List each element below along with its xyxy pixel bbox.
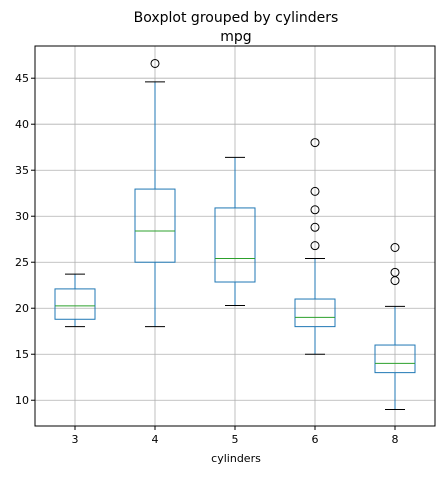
y-tick-label: 45 xyxy=(15,72,29,85)
box-group-6 xyxy=(294,138,336,355)
y-tick-label: 40 xyxy=(15,118,29,131)
box-group-8 xyxy=(374,243,416,410)
y-tick-label: 35 xyxy=(15,164,29,177)
y-tick-label: 20 xyxy=(15,302,29,315)
outlier-point xyxy=(150,58,160,68)
box-iqr xyxy=(294,298,336,328)
x-axis-label: cylinders xyxy=(211,452,261,465)
y-tick-label: 30 xyxy=(15,210,29,223)
outlier-point xyxy=(310,222,320,232)
outlier-point xyxy=(310,241,320,251)
x-tick-label: 3 xyxy=(72,433,79,446)
box-iqr xyxy=(374,344,416,374)
outlier-point xyxy=(390,267,400,277)
outlier-point xyxy=(310,205,320,215)
box-iqr xyxy=(134,188,176,263)
x-tick-label: 6 xyxy=(312,433,319,446)
box-group-5 xyxy=(214,156,256,306)
outlier-point xyxy=(310,186,320,196)
outlier-point xyxy=(310,138,320,148)
chart-title: Boxplot grouped by cylinders xyxy=(134,10,339,26)
box-group-3 xyxy=(54,273,96,328)
x-tick-label: 4 xyxy=(152,433,159,446)
box-group-4 xyxy=(134,58,176,328)
box-layer xyxy=(54,58,416,410)
y-tick-label: 25 xyxy=(15,256,29,269)
x-tick-label: 8 xyxy=(392,433,399,446)
y-tick-label: 15 xyxy=(15,348,29,361)
y-tick-label: 10 xyxy=(15,394,29,407)
chart-subtitle: mpg xyxy=(220,29,251,45)
box-iqr xyxy=(214,207,256,283)
box-iqr xyxy=(54,288,96,320)
x-tick-label: 5 xyxy=(232,433,239,446)
outlier-point xyxy=(390,243,400,253)
